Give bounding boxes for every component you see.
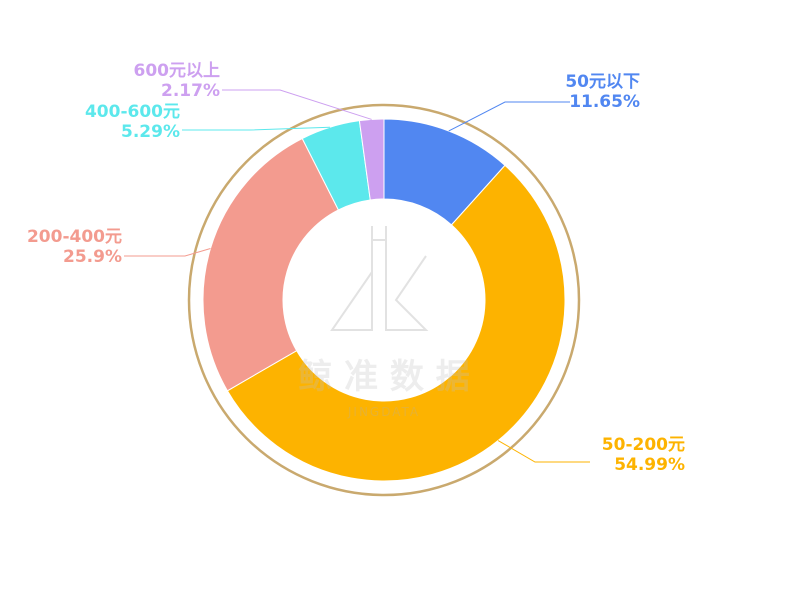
value-label-1: 11.65% — [569, 92, 640, 112]
category-label-2: 50-200元 — [602, 435, 685, 455]
slice-5[interactable] — [358, 118, 385, 201]
leader-lines-group — [124, 89, 590, 463]
watermark-logo-icon — [330, 226, 429, 331]
slice-3[interactable] — [202, 137, 340, 392]
value-label-5: 2.17% — [161, 81, 220, 101]
watermark-text-en: JINGDATA — [347, 405, 420, 419]
value-label-3: 25.9% — [63, 247, 122, 267]
category-label-3: 200-400元 — [27, 227, 122, 247]
leader-line-1 — [448, 101, 570, 132]
outer-ring — [187, 103, 581, 497]
category-label-5: 600元以上 — [134, 61, 221, 81]
watermark-text-cn: 鲸 准 数 据 — [298, 357, 470, 397]
value-label-4: 5.29% — [121, 122, 180, 142]
category-label-1: 50元以下 — [565, 72, 640, 92]
category-label-4: 400-600元 — [85, 102, 180, 122]
leader-line-4 — [182, 126, 331, 131]
slice-2[interactable] — [226, 164, 566, 482]
watermark: 鲸 准 数 据 JINGDATA — [285, 199, 483, 419]
leader-line-2 — [497, 440, 590, 463]
leader-line-5 — [222, 89, 372, 120]
watermark-ring — [285, 199, 483, 397]
slices-group — [202, 118, 566, 482]
value-label-2: 54.99% — [614, 455, 685, 475]
leader-line-3 — [124, 248, 211, 257]
